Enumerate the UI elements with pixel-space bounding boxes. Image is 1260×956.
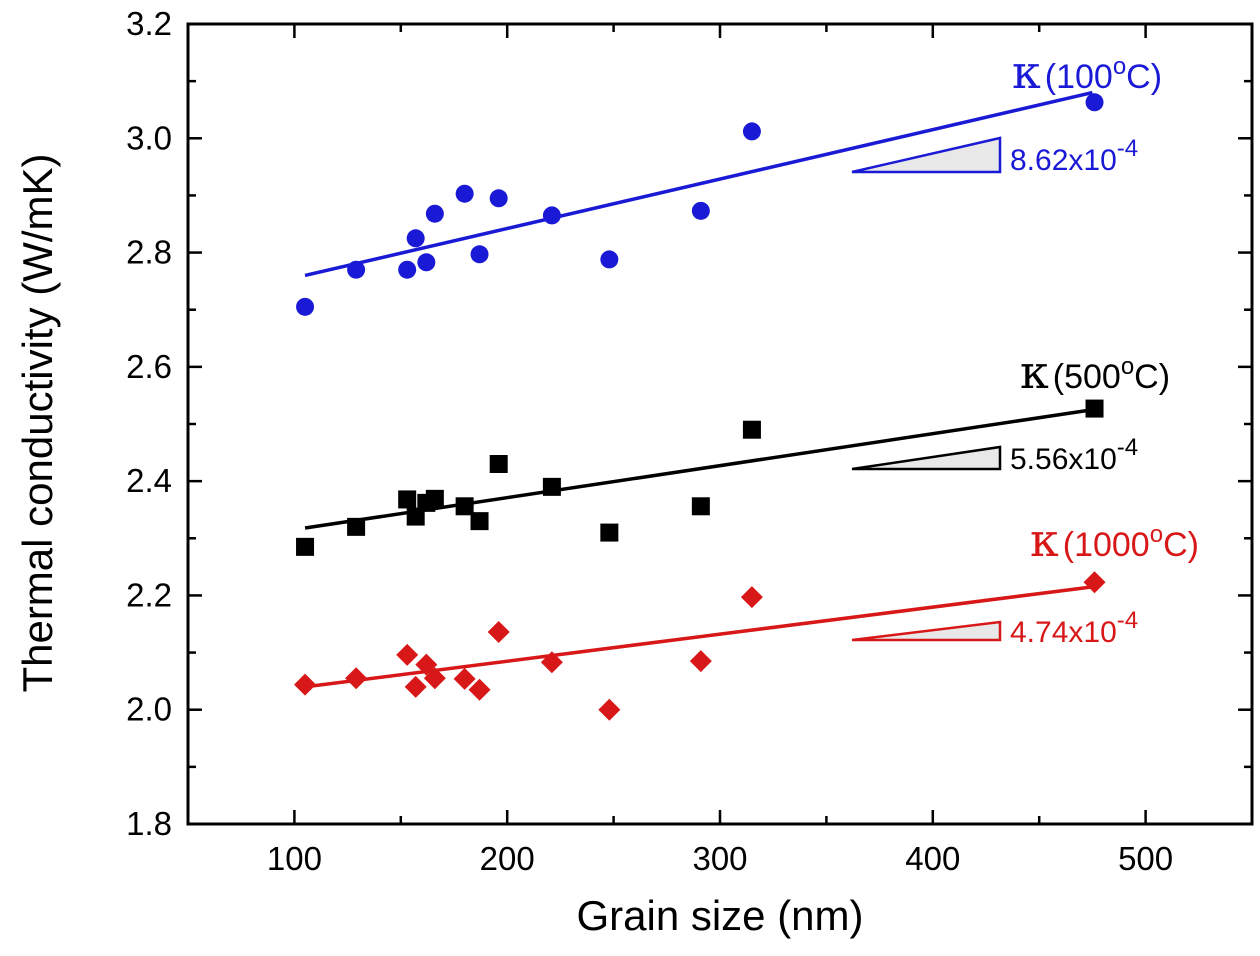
data-point-k500 [398,490,417,509]
kappa-symbol: κ [1012,45,1041,99]
x-tick-label: 200 [480,840,535,877]
series-label-unit: C) [1134,358,1170,396]
y-tick-label: 3.0 [126,119,172,156]
degree-superscript: o [1121,353,1134,380]
data-point-k1000 [487,621,510,643]
data-point-k100 [417,253,436,272]
data-point-k500 [296,537,315,556]
data-point-k1000 [453,667,476,690]
data-point-k500 [542,477,561,496]
x-tick-label: 500 [1118,840,1173,877]
slope-label-k500: 5.56x10-4 [1010,434,1138,476]
data-point-k500 [455,497,474,516]
series-label-k100: κ (100oC) [1012,45,1162,99]
fit-line-k100 [304,90,1093,278]
data-point-k1000 [404,675,427,698]
data-point-k1000 [468,678,491,701]
data-point-k500 [406,507,425,526]
data-point-k500 [489,455,508,473]
y-tick-label: 2.8 [126,234,172,271]
slope-exponent: -4 [1117,607,1138,634]
data-point-k500 [600,523,619,542]
data-point-k100 [455,184,474,203]
slope-label-k1000: 4.74x10-4 [1010,607,1138,649]
data-point-k500 [1085,399,1104,418]
series-k100 [296,90,1104,316]
data-point-k100 [489,189,508,208]
data-point-k100 [470,245,489,264]
x-axis-title: Grain size (nm) [576,892,863,939]
data-point-k1000 [345,667,368,690]
labels-layer: 8.62x10-4κ (100oC)5.56x10-4κ (500oC)4.74x1… [851,45,1199,649]
fit-line-k500 [304,407,1093,530]
data-point-k100 [1085,93,1104,112]
data-point-k1000 [540,651,563,674]
data-point-k500 [691,497,710,516]
data-point-k1000 [415,653,438,676]
y-axis-title: Thermal conductivity (W/mK) [14,153,61,692]
data-point-k1000 [598,698,621,721]
degree-superscript: o [1113,53,1126,80]
data-point-k100 [600,250,619,269]
kappa-symbol: κ [1030,513,1059,567]
y-tick-label: 2.2 [126,576,172,613]
data-point-k500 [347,517,366,536]
axes: 100 200 300 400 500 1.8 2.0 2.2 2.4 2.6 2.8 3.0 3.2 [126,5,1254,877]
data-point-k1000 [396,643,419,666]
data-point-k100 [691,201,710,220]
series-label-k500: κ (500oC) [1020,345,1170,399]
data-point-k100 [347,260,366,279]
y-tick-label: 2.4 [126,462,172,499]
series-layer [294,90,1106,721]
data-point-k500 [470,512,489,531]
data-point-k500 [425,489,444,508]
series-label-temp: (1000 [1063,526,1150,564]
data-point-k100 [296,297,315,316]
x-tick-label: 100 [267,840,322,877]
x-tick-label: 400 [905,840,960,877]
series-label-unit: C) [1163,526,1199,564]
series-label-temp: (100 [1045,58,1113,96]
slope-triangle-k500 [851,445,1002,471]
x-tick-label: 300 [692,840,747,877]
data-point-k100 [542,206,561,225]
data-point-k1000 [740,586,763,609]
y-tick-label: 3.2 [126,5,172,42]
data-point-k100 [425,204,444,223]
y-tick-label: 2.6 [126,348,172,385]
data-point-k100 [398,260,417,279]
data-point-k500 [742,420,761,439]
series-label-k1000: κ (1000oC) [1030,513,1199,567]
data-point-k100 [742,122,761,141]
slope-exponent: -4 [1117,434,1138,461]
slope-triangle-k100 [851,136,1002,174]
slope-label-k100: 8.62x10-4 [1010,135,1138,177]
series-k1000 [294,571,1106,721]
degree-superscript: o [1150,521,1163,548]
series-k500 [296,399,1104,556]
kappa-symbol: κ [1020,345,1049,399]
data-point-k1000 [1083,571,1106,594]
data-point-k1000 [294,673,317,696]
y-tick-label: 1.8 [126,805,172,842]
data-point-k1000 [423,667,446,690]
series-label-unit: C) [1126,58,1162,96]
slope-triangle-k1000 [851,620,1002,642]
y-tick-label: 2.0 [126,691,172,728]
data-point-k100 [406,229,425,248]
slope-exponent: -4 [1117,135,1138,162]
series-label-temp: (500 [1053,358,1121,396]
data-point-k1000 [689,650,712,673]
